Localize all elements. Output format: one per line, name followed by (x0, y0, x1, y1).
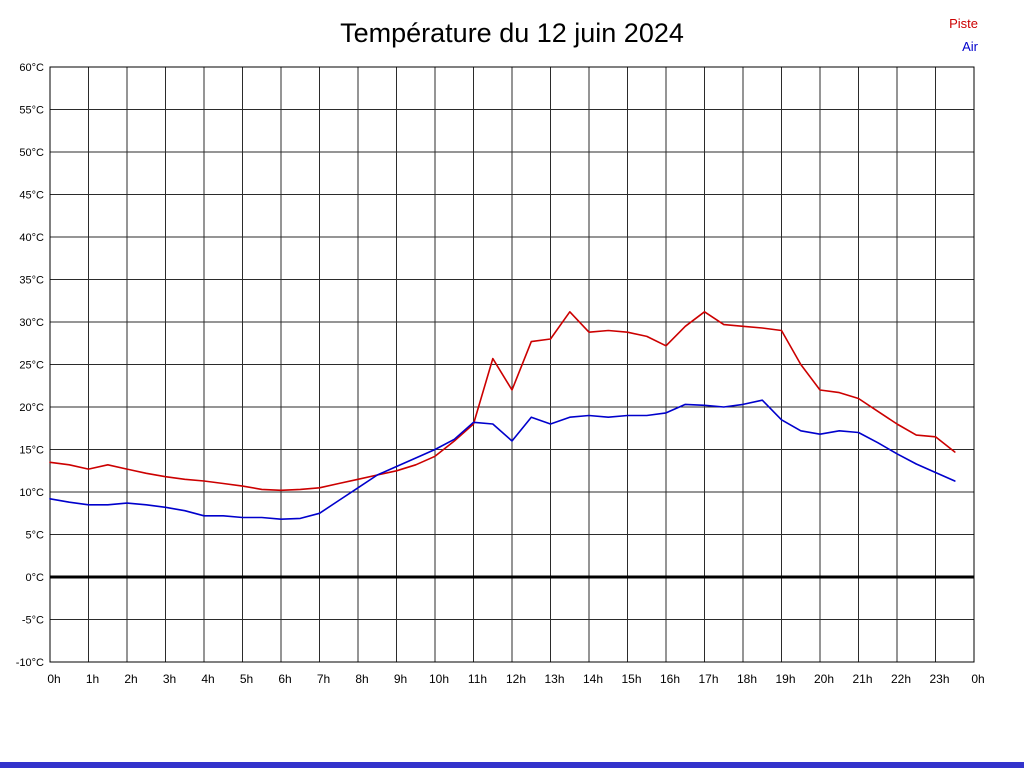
x-axis-tick-label: 17h (698, 672, 718, 686)
legend-label-air: Air (962, 39, 978, 54)
x-axis-tick-label: 2h (124, 672, 137, 686)
y-axis-tick-label: 60°C (19, 62, 44, 74)
bottom-blue-bar (0, 762, 1024, 768)
y-axis-tick-label: 0°C (26, 572, 45, 584)
x-axis-tick-label: 23h (929, 672, 949, 686)
plot-border (49, 66, 975, 663)
x-axis-tick-label: 18h (737, 672, 757, 686)
y-axis-tick-label: 5°C (26, 530, 45, 542)
y-axis-tick-label: -10°C (16, 657, 44, 669)
y-axis-tick-label: 25°C (19, 360, 44, 372)
series-line-air (49, 399, 956, 521)
x-axis-tick-label: 0h (47, 672, 60, 686)
x-axis-tick-label: 12h (506, 672, 526, 686)
chart-legend: Piste Air (949, 12, 978, 58)
x-axis-tick-label: 19h (775, 672, 795, 686)
x-axis-tick-label: 10h (429, 672, 449, 686)
x-axis-tick-label: 11h (468, 672, 487, 686)
y-axis-tick-label: 20°C (19, 402, 44, 414)
series-line-piste (49, 310, 956, 492)
legend-label-piste: Piste (949, 16, 978, 31)
y-axis-tick-label: 15°C (19, 445, 44, 457)
x-axis-tick-label: 22h (891, 672, 911, 686)
x-axis-tick-label: 4h (201, 672, 214, 686)
x-axis-tick-label: 20h (814, 672, 834, 686)
x-axis-tick-label: 3h (163, 672, 176, 686)
x-axis-tick-label: 14h (583, 672, 603, 686)
x-axis-tick-label: 13h (544, 672, 564, 686)
y-axis-tick-label: 50°C (19, 147, 44, 159)
x-axis-tick-label: 5h (240, 672, 253, 686)
x-axis-tick-label: 15h (621, 672, 641, 686)
x-axis-tick-label: 9h (394, 672, 407, 686)
y-axis-tick-label: 40°C (19, 232, 44, 244)
chart-title: Température du 12 juin 2024 (340, 18, 684, 48)
y-axis-tick-label: 10°C (19, 487, 44, 499)
x-axis-tick-label: 0h (971, 672, 984, 686)
y-axis-tick-label: 35°C (19, 275, 44, 287)
x-axis-tick-label: 16h (660, 672, 680, 686)
x-axis-tick-label: 21h (852, 672, 872, 686)
y-axis-tick-label: 30°C (19, 317, 44, 329)
y-axis-tick-label: 45°C (19, 190, 44, 202)
x-axis-tick-label: 8h (355, 672, 368, 686)
x-axis-tick-label: 1h (86, 672, 99, 686)
x-axis-tick-label: 7h (317, 672, 330, 686)
y-axis-tick-label: 55°C (19, 105, 44, 117)
x-axis-tick-label: 6h (278, 672, 291, 686)
y-axis-tick-label: -5°C (22, 615, 44, 627)
